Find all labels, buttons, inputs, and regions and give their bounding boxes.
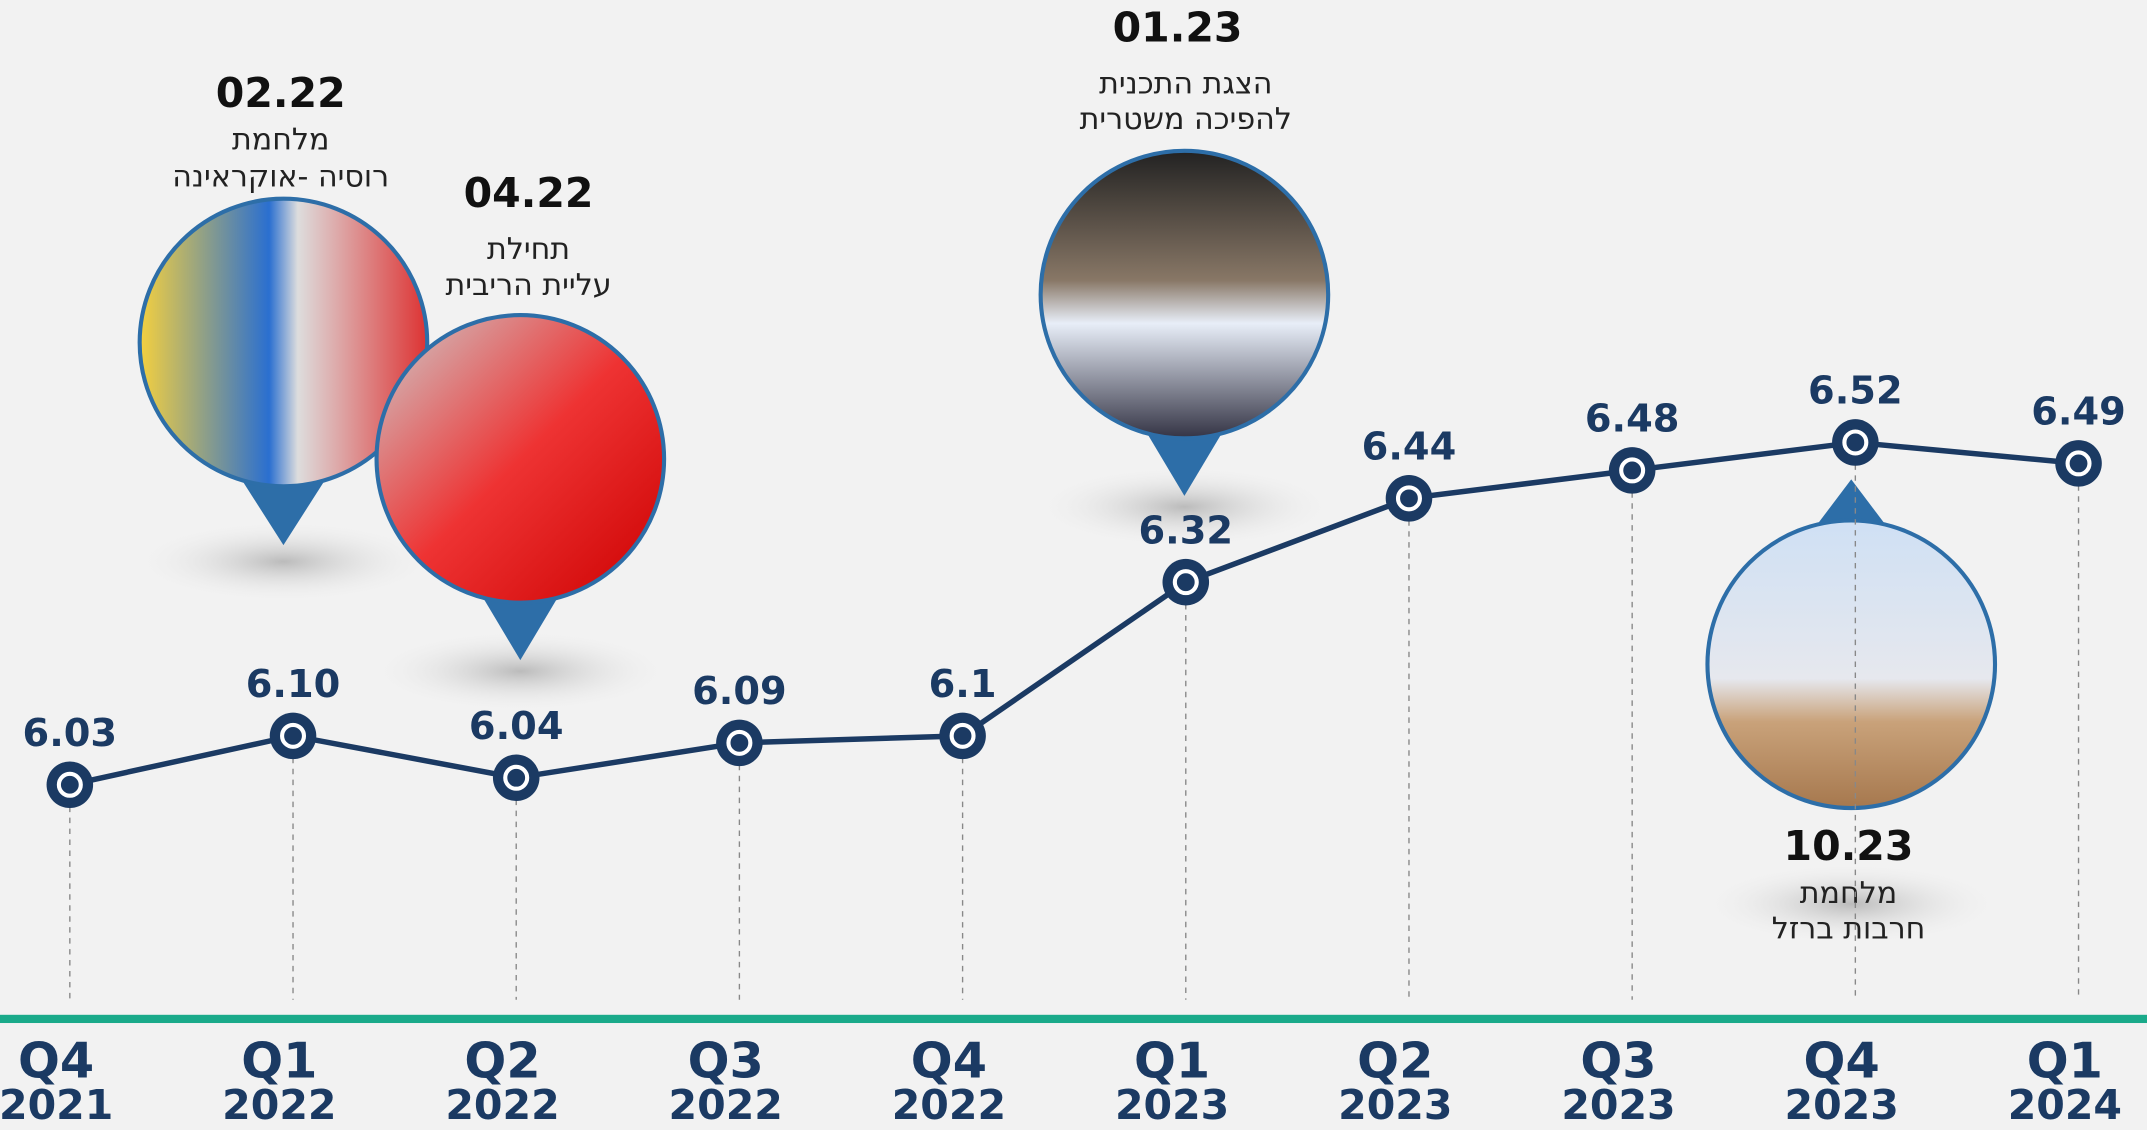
point (47, 761, 94, 808)
value-label: 6.1 (929, 662, 997, 707)
event-text: הצגת התכנית (1099, 67, 1272, 102)
event-text: חרבות ברזל (1772, 911, 1926, 946)
event-text: להפיכה משטרית (1080, 102, 1292, 137)
point (1832, 419, 1879, 466)
event-pins (133, 151, 2002, 945)
point (1163, 559, 1210, 606)
event-text: מלחמת (232, 123, 329, 158)
x-tick-label: 2022 (445, 1081, 559, 1129)
x-tick-label: 2023 (1338, 1081, 1452, 1129)
point (1386, 475, 1433, 522)
event-date: 10.23 (1784, 822, 1914, 870)
x-tick-label: 2022 (222, 1081, 336, 1129)
chart: 02.22 מלחמת רוסיה -אוקראינה 04.22 תחילת … (0, 0, 2147, 1130)
baseline (0, 1015, 2147, 1023)
point (2055, 440, 2102, 487)
event-text: תחילת (487, 232, 570, 267)
point (270, 713, 317, 760)
x-tick-label: 2023 (1115, 1081, 1229, 1129)
point (716, 720, 763, 767)
x-tick-label: 2022 (892, 1081, 1006, 1129)
x-tick-label: 2022 (669, 1081, 783, 1129)
value-label: 6.10 (246, 662, 341, 707)
x-tick-label: 2021 (0, 1081, 113, 1129)
value-label: 6.49 (2031, 390, 2126, 435)
point (493, 755, 540, 802)
event-text: מלחמת (1800, 876, 1897, 911)
event-text: רוסיה -אוקראינה (172, 160, 389, 195)
x-tick-label: 2024 (2008, 1081, 2122, 1129)
value-label: 6.52 (1808, 369, 1903, 414)
value-label: 6.32 (1138, 508, 1233, 553)
x-tick-label: 2023 (1561, 1081, 1675, 1129)
x-tick-label: 2023 (1785, 1081, 1899, 1129)
event-date: 04.22 (464, 169, 594, 217)
value-label: 6.44 (1362, 425, 1457, 470)
value-label: 6.09 (692, 669, 787, 714)
point (1609, 447, 1656, 494)
value-label: 6.03 (23, 711, 118, 756)
event-date: 02.22 (216, 69, 346, 117)
event-text: עליית הריבית (445, 268, 611, 303)
event-date: 01.23 (1113, 3, 1243, 51)
value-label: 6.04 (469, 704, 564, 749)
value-label: 6.48 (1585, 397, 1680, 442)
point (939, 713, 986, 760)
